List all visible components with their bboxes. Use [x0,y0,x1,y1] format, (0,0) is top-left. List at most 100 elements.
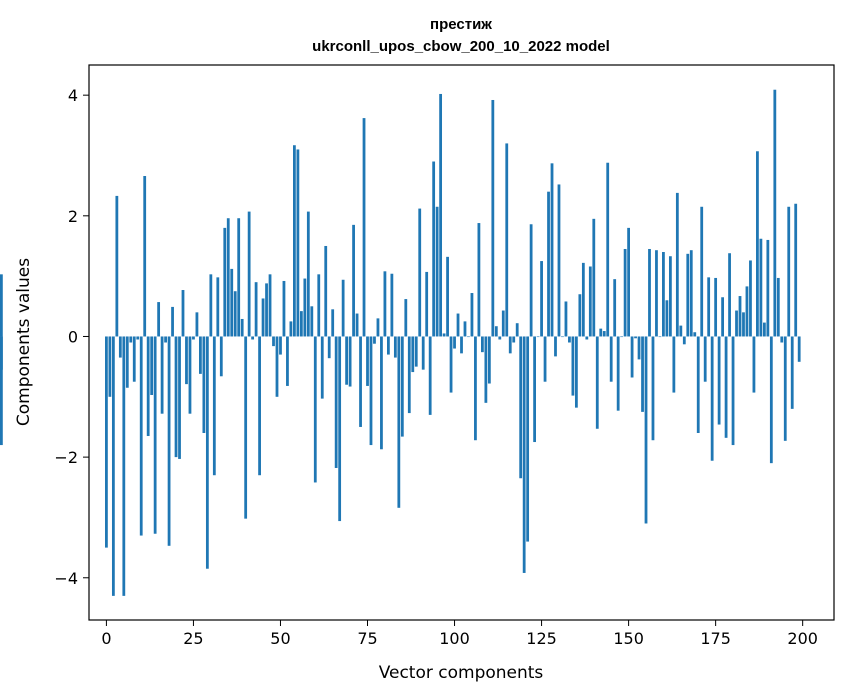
y-tick-label: 4 [68,86,78,105]
bar [341,279,345,337]
bar [174,336,178,458]
bar [160,336,164,414]
x-tick-label: 150 [613,629,644,648]
bar [749,260,752,337]
bar [550,163,554,337]
x-tick-label: 50 [270,629,290,648]
bar [331,309,335,337]
bar [613,279,617,337]
x-tick-label: 175 [700,629,731,648]
bar [682,336,686,345]
bar [783,336,787,441]
bar [411,336,415,373]
bar [700,206,704,337]
bar [407,336,411,414]
bar [286,336,289,386]
bar [581,262,585,337]
bar [769,336,773,464]
bar [651,336,655,441]
bar [373,336,376,344]
bar [689,250,693,337]
bar [261,298,265,337]
bar [547,191,550,337]
bar [296,149,300,337]
bar [484,336,488,403]
bar [369,336,373,446]
bar [435,206,439,337]
y-tick-label: 2 [68,207,78,226]
bar [164,336,167,343]
x-axis-ticks: 0 25 50 75 100 125 150 175 200 [101,620,818,648]
bar [780,336,784,343]
bar [125,336,129,388]
bar [366,336,369,386]
bar [219,336,223,377]
bar [672,336,676,393]
bar [387,336,390,355]
bar [487,336,491,384]
bar [111,336,115,596]
bar [794,203,798,337]
y-axis-label: Components values [14,258,34,426]
bar [595,336,599,429]
bar [696,336,700,433]
bar [0,336,3,370]
bar [686,253,690,337]
x-tick-label: 25 [183,629,203,648]
bar [352,224,355,337]
bar [345,336,349,385]
bar [313,336,317,483]
bar [400,336,404,437]
bar [132,336,136,382]
bar [251,336,255,340]
bar [714,277,718,337]
bar [644,336,648,524]
bar [397,336,401,508]
bar [675,192,679,337]
bar [491,99,495,337]
bar [474,336,477,441]
bar [703,336,707,382]
y-tick-label: −4 [54,569,78,588]
bar [599,328,603,337]
bar [616,336,620,411]
x-axis-label: Vector components [379,663,544,683]
bar [717,336,721,425]
bar [529,224,533,337]
bar [574,336,578,408]
bar [115,195,119,337]
bar [327,336,331,359]
bar [205,336,209,569]
bar [233,291,237,337]
bar [150,336,154,395]
x-tick-label: 125 [526,629,557,648]
bar [494,326,498,337]
bar [620,336,624,338]
bar [787,206,791,337]
bar [456,313,460,337]
bar [143,176,147,337]
bar [428,336,432,415]
bar [237,218,241,337]
bar [320,336,324,399]
bar [533,336,536,443]
bar [728,253,731,337]
bar [240,318,244,337]
bar [602,331,606,337]
y-tick-label: −2 [54,448,78,467]
bar [146,336,150,437]
bar [588,266,592,337]
bar [289,321,293,337]
bar [627,227,630,337]
bar [592,218,596,337]
bar [202,336,206,433]
bar [655,250,658,337]
bar [585,336,589,340]
bar [223,227,227,337]
bar [564,301,568,337]
bar [679,325,683,337]
bar [209,274,213,337]
bar [735,310,738,337]
bar [766,239,770,337]
